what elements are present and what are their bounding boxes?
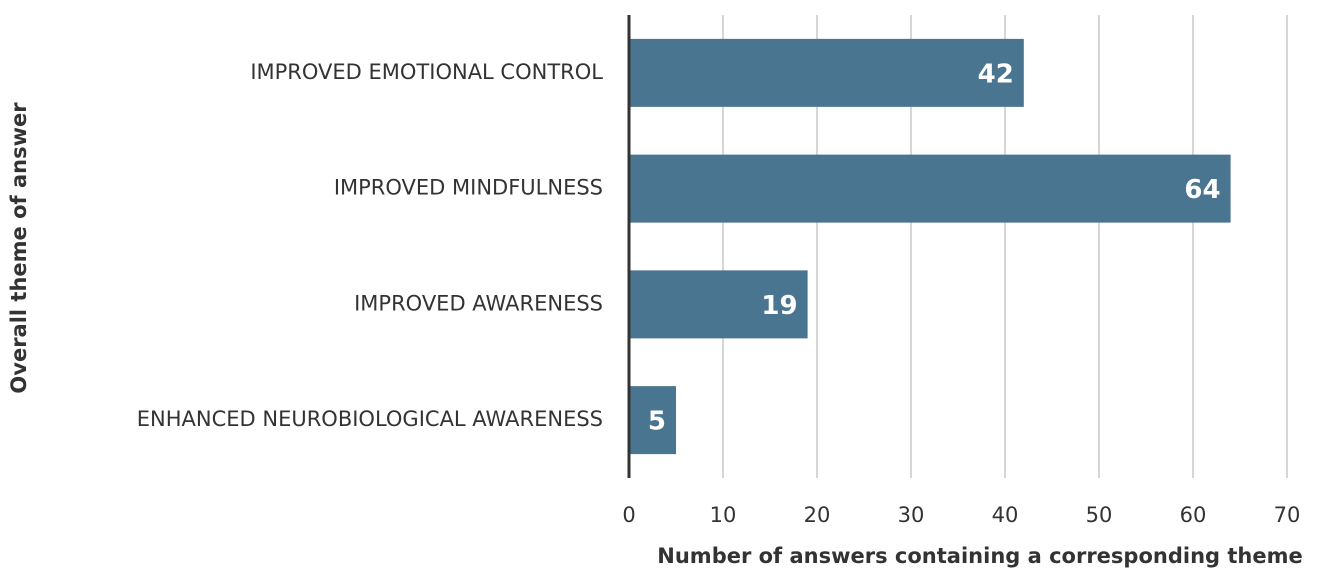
x-tick-label: 70: [1274, 503, 1301, 527]
y-tick-label: IMPROVED AWARENESS: [354, 291, 603, 315]
x-tick-label: 40: [992, 503, 1019, 527]
x-tick-label: 50: [1086, 503, 1113, 527]
y-axis-title: Overall theme of answer: [7, 102, 31, 394]
value-label: 5: [648, 407, 666, 437]
x-tick-label: 0: [622, 503, 635, 527]
y-tick-label: IMPROVED MINDFULNESS: [334, 176, 603, 200]
bar: [629, 154, 1231, 223]
x-tick-label: 60: [1180, 503, 1207, 527]
x-axis-title: Number of answers containing a correspon…: [657, 544, 1302, 568]
value-label: 42: [978, 59, 1014, 89]
x-tick-label: 10: [710, 503, 737, 527]
y-tick-label: ENHANCED NEUROBIOLOGICAL AWARENESS: [137, 407, 603, 431]
bar: [629, 386, 676, 455]
bar: [629, 270, 808, 339]
value-label: 19: [761, 291, 797, 321]
x-tick-label: 20: [804, 503, 831, 527]
y-tick-label: IMPROVED EMOTIONAL CONTROL: [250, 60, 603, 84]
x-tick-label: 30: [898, 503, 925, 527]
value-label: 64: [1184, 175, 1220, 205]
bar: [629, 38, 1024, 107]
